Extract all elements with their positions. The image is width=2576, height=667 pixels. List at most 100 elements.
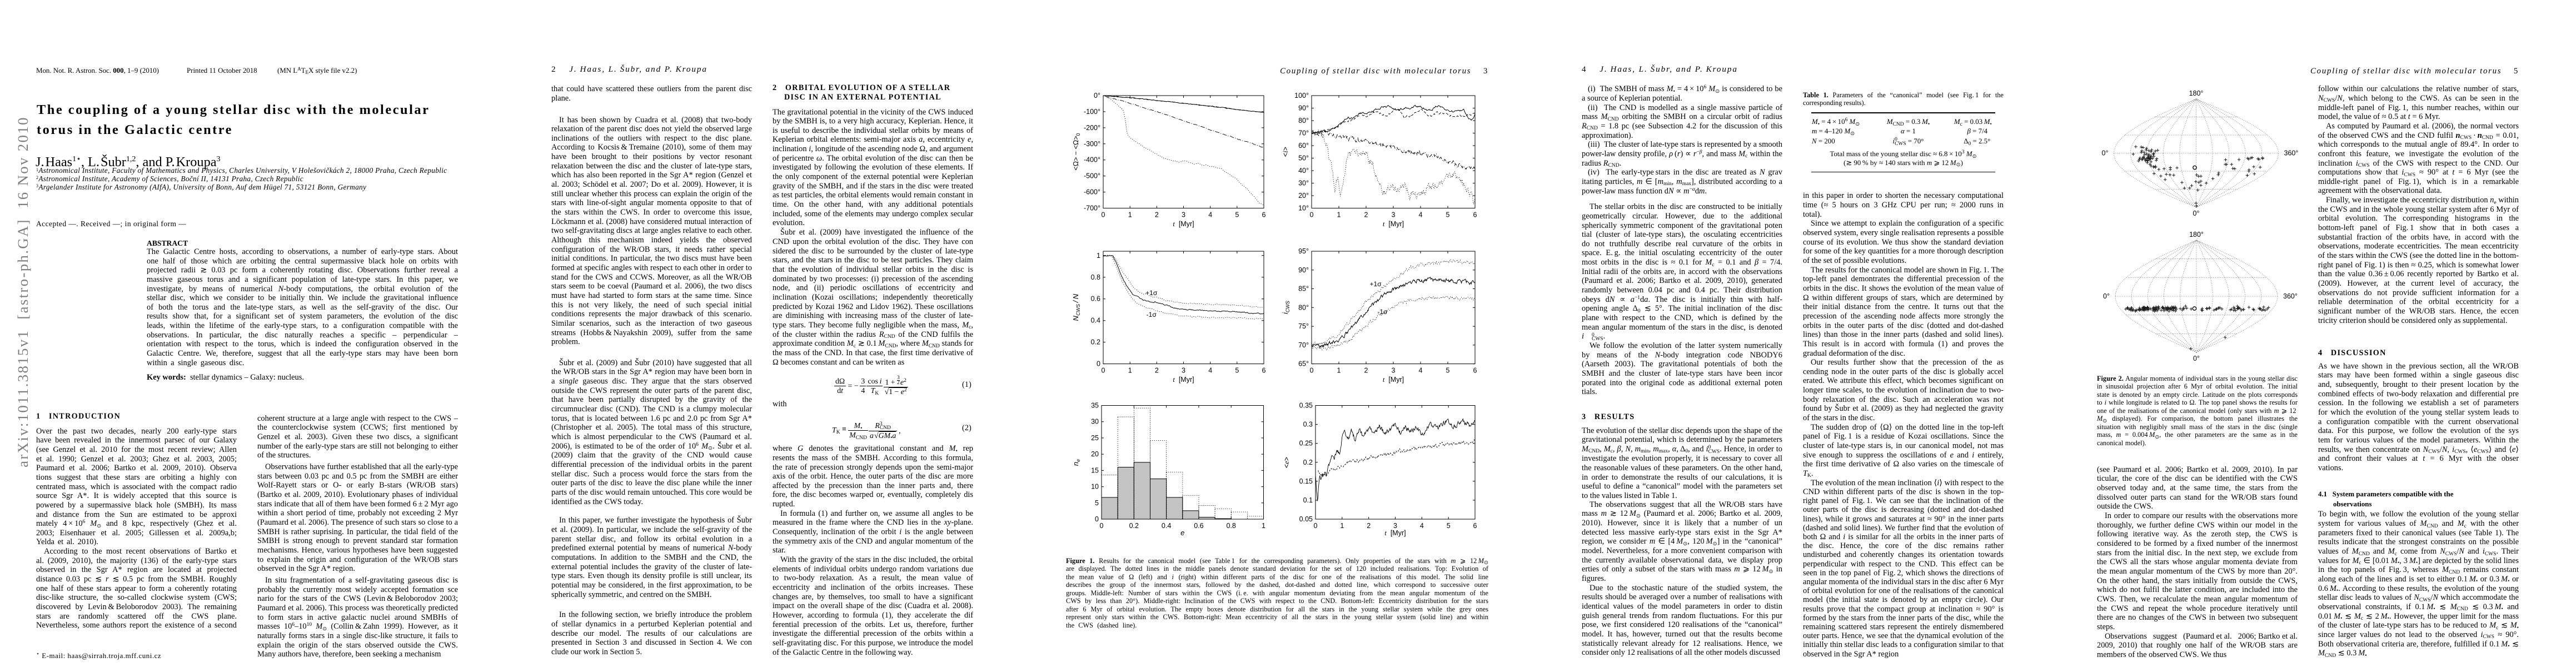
svg-text:75°: 75° (1298, 322, 1309, 330)
svg-text:15: 15 (1091, 466, 1099, 474)
svg-text:1: 1 (1337, 211, 1341, 219)
svg-text:0.35: 0.35 (1299, 402, 1313, 410)
svg-text:-600°: -600° (1084, 188, 1100, 196)
svg-text:10°: 10° (1298, 205, 1309, 212)
svg-text:0.2: 0.2 (1303, 459, 1313, 466)
svg-text:35: 35 (1091, 402, 1099, 410)
svg-text:5: 5 (1235, 211, 1239, 219)
svg-text:iCWS: iCWS (1281, 301, 1291, 314)
svg-text:80°: 80° (1298, 117, 1309, 125)
svg-text:4: 4 (1208, 367, 1212, 375)
svg-text:NCWS / N: NCWS / N (1072, 293, 1081, 321)
svg-text:+1σ: +1σ (1145, 289, 1158, 297)
svg-text:360°: 360° (2283, 292, 2298, 300)
svg-text:1: 1 (1340, 522, 1344, 530)
svg-text:+1σ: +1σ (1370, 280, 1382, 288)
svg-text:70°: 70° (1298, 130, 1309, 137)
svg-text:0°: 0° (2193, 355, 2200, 362)
svg-text:10: 10 (1091, 483, 1099, 491)
svg-text:-400°: -400° (1084, 156, 1100, 164)
svg-text:0.4: 0.4 (1162, 522, 1171, 530)
svg-text:30: 30 (1091, 418, 1099, 426)
svg-text:ne: ne (1072, 459, 1081, 466)
svg-text:0.4: 0.4 (1091, 317, 1100, 325)
svg-text:t [Myr]: t [Myr] (1384, 529, 1406, 537)
svg-text:4: 4 (1420, 522, 1424, 530)
svg-text:0: 0 (1095, 515, 1099, 523)
svg-text:6: 6 (1262, 367, 1266, 375)
svg-text:2: 2 (1155, 367, 1159, 375)
svg-text:-500°: -500° (1084, 172, 1100, 180)
svg-text:50°: 50° (1298, 155, 1309, 162)
svg-text:5: 5 (1446, 211, 1450, 219)
svg-text:90°: 90° (1298, 266, 1309, 274)
svg-text:2: 2 (1364, 367, 1368, 375)
svg-text:2: 2 (1364, 211, 1368, 219)
svg-text:3: 3 (1392, 211, 1396, 219)
svg-text:1: 1 (1128, 367, 1132, 375)
svg-text:0.3: 0.3 (1303, 421, 1313, 429)
svg-text:4: 4 (1419, 367, 1423, 375)
svg-text:<i>: <i> (1282, 147, 1289, 157)
svg-text:0: 0 (1102, 211, 1105, 219)
svg-text:100°: 100° (1294, 92, 1309, 99)
svg-text:5: 5 (1446, 367, 1450, 375)
svg-text:-300°: -300° (1084, 140, 1100, 148)
svg-text:5: 5 (1095, 499, 1099, 507)
svg-text:6: 6 (1473, 522, 1477, 530)
svg-text:0.8: 0.8 (1091, 273, 1100, 281)
svg-text:95°: 95° (1298, 247, 1309, 255)
svg-text:25: 25 (1091, 434, 1099, 442)
svg-text:0.6: 0.6 (1091, 295, 1100, 303)
svg-text:e: e (1180, 529, 1184, 537)
svg-text:3: 3 (1182, 367, 1185, 375)
svg-text:4: 4 (1208, 211, 1212, 219)
svg-text:-700°: -700° (1084, 205, 1100, 212)
svg-text:3: 3 (1393, 522, 1397, 530)
svg-text:6: 6 (1473, 367, 1477, 375)
svg-text:0.1: 0.1 (1303, 496, 1313, 504)
svg-text:<e>: <e> (1283, 457, 1291, 468)
svg-text:180°: 180° (2189, 89, 2204, 97)
svg-text:0: 0 (1310, 367, 1314, 375)
svg-text:0.2: 0.2 (1091, 339, 1100, 346)
svg-text:0°: 0° (1094, 92, 1100, 99)
svg-text:30°: 30° (1298, 180, 1309, 187)
svg-text:0.2: 0.2 (1129, 522, 1139, 530)
svg-text:0°: 0° (2102, 150, 2109, 157)
svg-text:40°: 40° (1298, 167, 1309, 175)
svg-text:<Ω> − <Ω>0: <Ω> − <Ω>0 (1072, 133, 1081, 170)
svg-text:0: 0 (1310, 211, 1314, 219)
svg-text:t [Myr]: t [Myr] (1383, 220, 1404, 228)
svg-text:0: 0 (1100, 522, 1104, 530)
svg-text:-1σ: -1σ (1377, 308, 1388, 316)
svg-text:5: 5 (1447, 522, 1451, 530)
svg-text:3: 3 (1392, 367, 1396, 375)
svg-text:6: 6 (1262, 211, 1266, 219)
svg-text:85°: 85° (1298, 285, 1309, 293)
svg-text:1: 1 (1097, 252, 1100, 260)
svg-text:0.15: 0.15 (1299, 477, 1313, 485)
svg-text:2: 2 (1155, 211, 1159, 219)
svg-text:0.05: 0.05 (1299, 515, 1313, 523)
svg-text:3: 3 (1182, 211, 1185, 219)
svg-text:360°: 360° (2284, 150, 2299, 157)
svg-text:t [Myr]: t [Myr] (1173, 376, 1194, 384)
svg-text:0.25: 0.25 (1299, 440, 1313, 447)
svg-text:0°: 0° (2193, 210, 2200, 217)
svg-text:t [Myr]: t [Myr] (1173, 220, 1194, 228)
svg-text:0.8: 0.8 (1227, 522, 1236, 530)
svg-text:0: 0 (1314, 522, 1318, 530)
svg-text:1: 1 (1128, 211, 1132, 219)
svg-text:-200°: -200° (1084, 124, 1100, 132)
svg-text:0: 0 (1097, 360, 1100, 368)
svg-text:5: 5 (1235, 367, 1239, 375)
svg-text:6: 6 (1473, 211, 1477, 219)
svg-text:20°: 20° (1298, 192, 1309, 200)
svg-text:1: 1 (1262, 522, 1265, 530)
svg-text:80°: 80° (1298, 303, 1309, 311)
svg-text:-1σ: -1σ (1147, 311, 1157, 318)
svg-text:2: 2 (1367, 522, 1371, 530)
svg-text:90°: 90° (1298, 104, 1309, 112)
svg-text:70°: 70° (1298, 341, 1309, 349)
